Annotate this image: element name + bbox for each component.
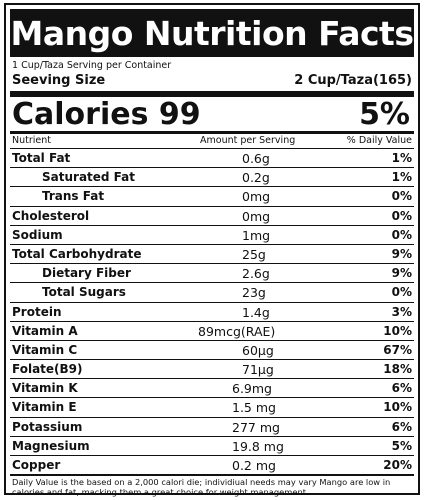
nutrient-amount: 0.2 mg xyxy=(232,458,276,473)
nutrient-name: Protein xyxy=(12,304,62,319)
nutrient-amount: 89mcg(RAE) xyxy=(198,323,276,339)
nutrient-name: Total Sugars xyxy=(42,285,126,300)
nutrient-row: Folate(B9) 71µg 18% xyxy=(10,359,414,378)
nutrient-amount: 1mg xyxy=(242,227,271,243)
nutrient-amount: 277 mg xyxy=(232,419,280,435)
nutrient-row: Trans Fat 0mg 0% xyxy=(10,186,414,205)
nutrient-row: Magnesium 19.8 mg 5% xyxy=(10,435,414,455)
nutrition-label: Mango Nutrition Facts 1 Cup/Taza Serving… xyxy=(4,3,420,497)
nutrient-row: Total Fat 0.6g 1% xyxy=(10,148,414,167)
nutrient-row: Copper 0.2 mg 20% xyxy=(10,455,414,474)
nutrient-amount: 0.6g xyxy=(242,151,270,166)
nutrient-daily-value: 1% xyxy=(391,170,412,185)
nutrient-row: Vitamin A 89mcg(RAE) 10% xyxy=(10,320,414,340)
nutrient-daily-value: 10% xyxy=(383,323,412,338)
nutrient-amount: 23g xyxy=(242,285,266,301)
nutrient-row: Total Sugars 23g 0% xyxy=(10,282,414,301)
nutrient-name: Vitamin K xyxy=(12,381,78,396)
nutrient-row: Vitamin C 60µg 67% xyxy=(10,339,414,359)
calories-percent: 5% xyxy=(359,96,410,132)
label-title: Mango Nutrition Facts xyxy=(10,9,414,57)
nutrient-name: Trans Fat xyxy=(42,189,105,204)
nutrient-row: Potassium 277 mg 6% xyxy=(10,416,414,436)
nutrient-amount: 0mg xyxy=(242,189,271,205)
nutrient-name: Vitamin C xyxy=(12,342,78,357)
nutrient-daily-value: 10% xyxy=(383,400,412,415)
nutrient-name: Cholesterol xyxy=(12,208,90,223)
nutrient-daily-value: 1% xyxy=(391,151,412,165)
thick-divider xyxy=(10,91,414,97)
nutrient-daily-value: 6% xyxy=(391,381,412,396)
calories-row: Calories 99 5% xyxy=(12,96,410,132)
nutrient-daily-value: 6% xyxy=(391,419,412,434)
nutrient-name: Sodium xyxy=(12,227,63,242)
nutrient-table: Total Fat 0.6g 1% Saturated Fat 0.2g 1% Tran… xyxy=(10,148,414,474)
nutrient-daily-value: 18% xyxy=(383,362,412,377)
nutrient-name: Vitamin A xyxy=(12,323,78,338)
serving-size-value: 2 Cup/Taza(165) xyxy=(294,72,412,88)
nutrient-amount: 6.9mg xyxy=(232,381,272,397)
nutrient-amount: 0mg xyxy=(242,208,271,224)
nutrient-amount: 60µg xyxy=(242,342,274,358)
nutrient-daily-value: 9% xyxy=(391,246,412,261)
column-header-row: Nutrient Amount per Serving % Daily Valu… xyxy=(12,134,412,148)
nutrient-amount: 25g xyxy=(242,246,266,262)
nutrient-amount: 19.8 mg xyxy=(232,438,284,454)
nutrient-daily-value: 0% xyxy=(391,189,412,204)
nutrient-row: Saturated Fat 0.2g 1% xyxy=(10,167,414,186)
column-header-nutrient: Nutrient xyxy=(12,135,51,146)
nutrient-row: Dietary Fiber 2.6g 9% xyxy=(10,263,414,282)
nutrient-name: Folate(B9) xyxy=(12,362,83,377)
nutrient-name: Dietary Fiber xyxy=(42,266,131,281)
column-header-daily: % Daily Value xyxy=(346,135,412,146)
nutrient-name: Copper xyxy=(12,458,61,472)
nutrient-row: Vitamin K 6.9mg 6% xyxy=(10,378,414,397)
nutrient-row: Sodium 1mg 0% xyxy=(10,224,414,244)
nutrient-daily-value: 5% xyxy=(391,438,412,453)
nutrient-amount: 2.6g xyxy=(242,266,270,282)
nutrient-amount: 0.2g xyxy=(242,170,270,186)
nutrient-daily-value: 9% xyxy=(391,266,412,281)
servings-per-container: 1 Cup/Taza Serving per Container xyxy=(12,60,172,71)
footnote: Daily Value is the based on a 2,000 calo… xyxy=(12,477,391,497)
nutrient-name: Saturated Fat xyxy=(42,170,136,185)
nutrient-name: Total Carbohydrate xyxy=(12,246,142,261)
nutrient-daily-value: 20% xyxy=(383,458,412,472)
calories-label: Calories 99 xyxy=(12,96,201,132)
nutrient-daily-value: 0% xyxy=(391,208,412,223)
serving-size-row: Seeving Size 2 Cup/Taza(165) xyxy=(12,71,412,89)
nutrient-row: Total Carbohydrate 25g 9% xyxy=(10,243,414,263)
column-header-amount: Amount per Serving xyxy=(200,135,296,146)
bottom-divider xyxy=(10,474,414,476)
serving-size-label: Seeving Size xyxy=(12,72,106,88)
nutrient-name: Total Fat xyxy=(12,151,71,165)
nutrient-daily-value: 0% xyxy=(391,227,412,242)
nutrient-row: Protein 1.4g 3% xyxy=(10,301,414,321)
nutrient-daily-value: 0% xyxy=(391,285,412,300)
nutrient-amount: 1.5 mg xyxy=(232,400,276,416)
nutrient-amount: 1.4g xyxy=(242,304,270,320)
nutrient-amount: 71µg xyxy=(242,362,274,378)
nutrient-name: Potassium xyxy=(12,419,83,434)
nutrient-row: Cholesterol 0mg 0% xyxy=(10,205,414,225)
nutrient-daily-value: 67% xyxy=(383,342,412,357)
medium-divider xyxy=(10,131,414,134)
nutrient-name: Magnesium xyxy=(12,438,90,453)
nutrient-daily-value: 3% xyxy=(391,304,412,319)
nutrient-row: Vitamin E 1.5 mg 10% xyxy=(10,397,414,416)
nutrient-name: Vitamin E xyxy=(12,400,77,415)
